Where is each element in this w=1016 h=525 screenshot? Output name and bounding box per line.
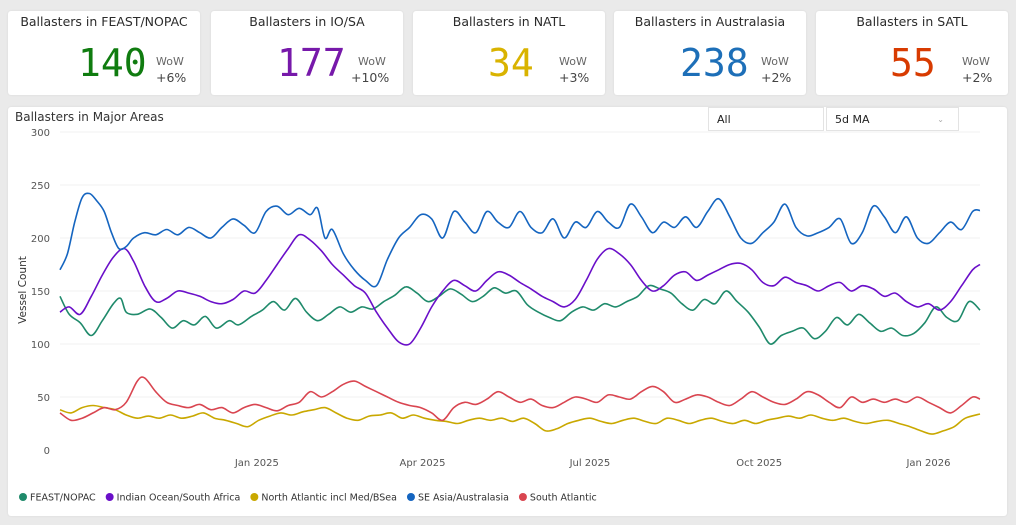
series-line-feast-nopac[interactable] [59, 284, 981, 345]
kpi-title: Ballasters in FEAST/NOPAC [20, 14, 188, 29]
kpi-wow-value: +3% [559, 70, 590, 85]
line-chart: 0 50 100 150 200 250 300 Jan 2025 Apr 2025 Jul 2… [17, 128, 981, 504]
chart-card: Ballasters in Major Areas All 5d MA ⌄ 0 5… [8, 107, 1007, 516]
kpi-value: 177 [277, 41, 346, 85]
legend: FEAST/NOPAC Indian Ocean/South Africa Nort… [19, 493, 597, 504]
y-axis-label: Vessel Count [17, 256, 29, 324]
legend-marker [518, 493, 527, 501]
kpi-card-io-sa: Ballasters in IO/SA 177 WoW +10% [211, 11, 403, 95]
kpi-wow-value: +2% [761, 70, 792, 85]
kpi-card-australasia: Ballasters in Australasia 238 WoW +2% [614, 11, 806, 95]
y-tick-label: 0 [44, 446, 50, 457]
kpi-card-feast-nopac: Ballasters in FEAST/NOPAC 140 WoW +6% [8, 11, 200, 95]
legend-label[interactable]: North Atlantic incl Med/BSea [261, 493, 397, 504]
y-tick-label: 300 [31, 128, 50, 139]
period-slicer-value: All [717, 113, 731, 126]
series-line-north-atlantic-incl-med-bsea[interactable] [59, 404, 981, 435]
x-tick-label: Jul 2025 [569, 458, 611, 469]
x-tick-label: Jan 2026 [905, 458, 950, 469]
average-slicer[interactable]: 5d MA ⌄ [826, 107, 959, 131]
y-tick-label: 50 [37, 393, 50, 404]
series-lines [59, 192, 981, 435]
y-tick-label: 200 [31, 234, 50, 245]
legend-label[interactable]: South Atlantic [530, 493, 597, 504]
kpi-title: Ballasters in NATL [452, 14, 566, 29]
series-line-se-asia-australasia[interactable] [59, 192, 981, 288]
kpi-title: Ballasters in IO/SA [249, 14, 365, 29]
kpi-value: 140 [78, 41, 147, 85]
kpi-wow-value: +2% [962, 70, 993, 85]
y-axis-ticks: 0 50 100 150 200 250 300 [31, 128, 50, 457]
kpi-wow-label: WoW [761, 55, 789, 68]
legend-label[interactable]: SE Asia/Australasia [418, 493, 509, 504]
kpi-card-natl: Ballasters in NATL 34 WoW +3% [413, 11, 605, 95]
series-line-indian-ocean-south-africa[interactable] [59, 233, 981, 346]
legend-marker [105, 493, 114, 501]
kpi-value: 238 [680, 41, 749, 85]
kpi-value: 34 [488, 41, 534, 85]
kpi-wow-label: WoW [962, 55, 990, 68]
legend-label[interactable]: FEAST/NOPAC [30, 493, 96, 504]
x-tick-label: Oct 2025 [736, 458, 782, 469]
x-tick-label: Apr 2025 [400, 458, 446, 469]
gridlines [60, 131, 980, 398]
kpi-wow-label: WoW [358, 55, 386, 68]
kpi-value: 55 [890, 41, 936, 85]
chart-title: Ballasters in Major Areas [15, 110, 164, 124]
average-slicer-value: 5d MA [835, 113, 870, 126]
kpi-card-satl: Ballasters in SATL 55 WoW +2% [816, 11, 1008, 95]
legend-label[interactable]: Indian Ocean/South Africa [117, 493, 241, 504]
kpi-wow-value: +6% [156, 70, 187, 85]
y-tick-label: 250 [31, 181, 50, 192]
chevron-down-icon: ⌄ [937, 115, 944, 124]
period-slicer[interactable]: All [708, 107, 824, 131]
legend-marker [250, 493, 259, 501]
y-tick-label: 100 [31, 340, 50, 351]
legend-marker [19, 493, 27, 501]
x-axis-ticks: Jan 2025 Apr 2025 Jul 2025 Oct 2025 Jan 2026 [234, 458, 951, 469]
legend-marker [406, 493, 415, 501]
series-line-south-atlantic[interactable] [59, 376, 981, 422]
x-tick-label: Jan 2025 [234, 458, 279, 469]
y-tick-label: 150 [31, 287, 50, 298]
kpi-wow-label: WoW [156, 55, 184, 68]
kpi-title: Ballasters in Australasia [634, 14, 786, 29]
kpi-wow-value: +10% [351, 70, 390, 85]
kpi-wow-label: WoW [559, 55, 587, 68]
kpi-title: Ballasters in SATL [856, 14, 968, 29]
